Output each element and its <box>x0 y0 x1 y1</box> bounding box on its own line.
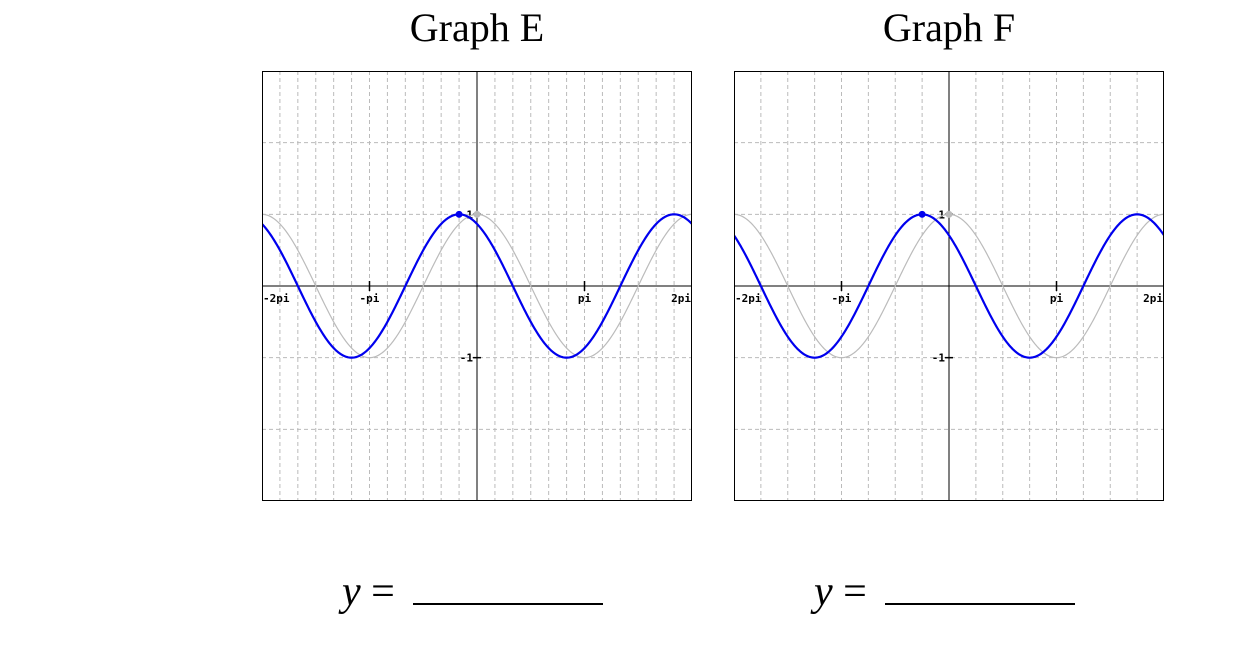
x-tick-label: pi <box>578 292 592 305</box>
graph-e-panel: Graph E -2pi -pi pi 2pi 1 -1 y = <box>262 0 692 661</box>
x-tick-label: 2pi <box>671 292 691 305</box>
graph-e-chart: -2pi -pi pi 2pi 1 -1 <box>262 71 692 501</box>
answer-equals: = <box>371 569 395 615</box>
graph-f-plot: -2pi -pi pi 2pi 1 -1 <box>734 71 1164 501</box>
graph-e-answer: y = <box>342 568 612 618</box>
graph-f-answer: y = <box>814 568 1084 618</box>
graph-curve <box>262 213 692 359</box>
y-tick-label: -1 <box>460 352 474 365</box>
graph-curve <box>734 213 1164 359</box>
y-tick-label: -1 <box>932 352 946 365</box>
graph-f-answer-blank[interactable] <box>885 571 1076 605</box>
graph-f-chart: -2pi -pi pi 2pi 1 -1 <box>734 71 1164 501</box>
reference-marker <box>945 210 953 218</box>
y-tick-label: 1 <box>466 208 473 221</box>
graph-f-panel: Graph F -2pi -pi pi 2pi 1 -1 y = <box>734 0 1164 661</box>
answer-variable: y <box>342 569 361 615</box>
answer-variable: y <box>814 569 833 615</box>
x-tick-label: -pi <box>832 292 852 305</box>
graph-marker <box>918 210 926 218</box>
plot-frame <box>734 71 1164 501</box>
graph-e-answer-blank[interactable] <box>413 571 604 605</box>
plot-frame <box>262 71 692 501</box>
x-tick-label: -2pi <box>263 292 290 305</box>
graph-marker <box>455 210 463 218</box>
answer-equals: = <box>843 569 867 615</box>
x-tick-label: pi <box>1050 292 1064 305</box>
graph-e-title: Graph E <box>409 5 545 50</box>
graph-f-title: Graph F <box>882 5 1016 50</box>
reference-marker <box>473 210 481 218</box>
x-tick-label: -pi <box>360 292 380 305</box>
x-tick-label: -2pi <box>735 292 762 305</box>
x-tick-label: 2pi <box>1143 292 1163 305</box>
y-tick-label: 1 <box>938 208 945 221</box>
graph-e-plot: -2pi -pi pi 2pi 1 -1 <box>262 71 692 501</box>
